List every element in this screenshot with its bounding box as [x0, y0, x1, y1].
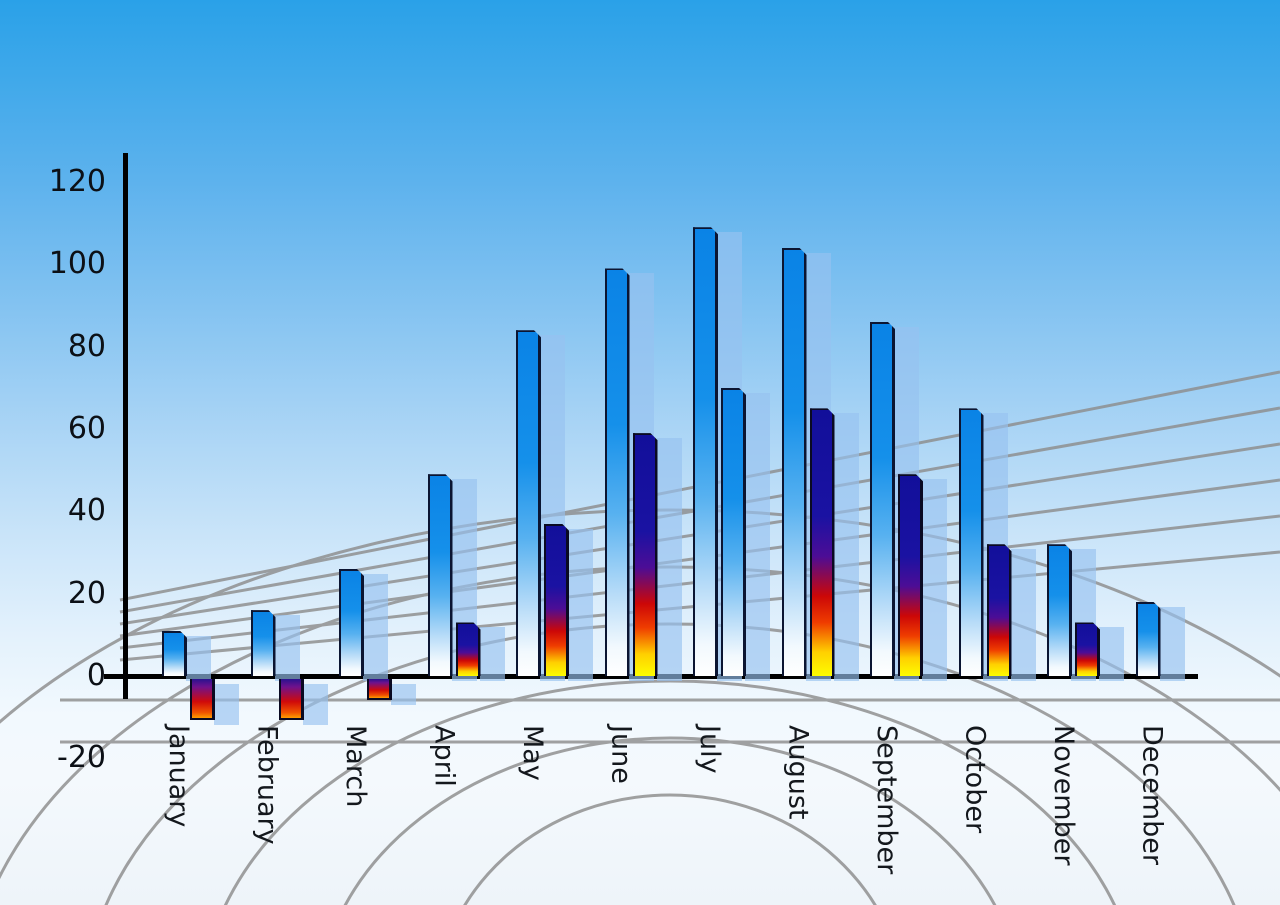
bar-may-series2: [544, 524, 569, 676]
bar-shadow-april-series2: [479, 627, 505, 681]
month-label-march: March: [340, 725, 371, 808]
bar-shadow-august-series2: [833, 413, 859, 681]
bar-july-series1: [693, 227, 718, 676]
bar-shadow-june-series2: [656, 438, 682, 681]
month-label-november: November: [1048, 725, 1079, 866]
bar-shadow-march-series1: [363, 573, 388, 681]
bar-june-series1: [605, 268, 630, 676]
bar-shadow-january-series2: [214, 684, 239, 726]
month-label-february: February: [251, 725, 283, 845]
y-axis-label--20: -20: [57, 740, 106, 776]
month-label-july: July: [694, 725, 725, 774]
bar-january-series2: [190, 679, 215, 721]
bar-february-series2: [278, 679, 304, 721]
bar-shadow-july-series2: [745, 392, 770, 681]
bar-shadow-october-series2: [1010, 549, 1036, 681]
month-label-april: April: [428, 725, 460, 787]
month-label-september: September: [871, 725, 902, 875]
bar-august-series2: [810, 408, 835, 676]
y-axis-label-0: 0: [86, 658, 106, 693]
month-label-august: August: [782, 725, 814, 820]
bar-shadow-february-series2: [302, 684, 328, 726]
bar-september-series1: [870, 322, 895, 676]
bar-may-series1: [516, 330, 541, 676]
bar-november-series1: [1047, 544, 1072, 676]
bar-april-series2: [456, 622, 481, 676]
y-axis-line: [123, 153, 128, 699]
bar-shadow-december-series1: [1159, 606, 1185, 681]
bar-shadow-january-series1: [186, 635, 211, 681]
bar-march-series1: [339, 569, 364, 676]
bar-december-series1: [1136, 602, 1161, 676]
bar-shadow-march-series2: [391, 684, 416, 705]
month-label-december: December: [1136, 725, 1168, 866]
y-axis-label-60: 60: [67, 410, 106, 446]
y-axis-label-80: 80: [67, 328, 106, 364]
bar-march-series2: [367, 679, 392, 700]
bar-october-series1: [959, 408, 984, 676]
y-axis-label-100: 100: [48, 246, 106, 282]
bar-april-series1: [428, 474, 453, 676]
bar-shadow-may-series2: [568, 528, 593, 681]
y-axis-label-120: 120: [48, 163, 106, 199]
bar-june-series2: [633, 433, 658, 676]
month-label-june: June: [605, 725, 637, 784]
bar-shadow-november-series2: [1099, 627, 1124, 681]
bar-november-series2: [1075, 622, 1100, 676]
month-label-january: January: [163, 725, 194, 828]
bar-september-series2: [898, 474, 923, 676]
bar-october-series2: [987, 544, 1012, 676]
bar-february-series1: [251, 610, 276, 676]
bar-august-series1: [782, 248, 807, 676]
month-label-october: October: [959, 725, 991, 834]
bar-shadow-february-series1: [274, 615, 300, 681]
bar-july-series2: [721, 388, 746, 676]
bar-shadow-september-series2: [922, 479, 947, 681]
y-axis-label-40: 40: [67, 493, 106, 529]
bar-january-series1: [162, 631, 187, 676]
month-label-may: May: [517, 725, 548, 781]
y-axis-label-20: 20: [67, 575, 106, 611]
